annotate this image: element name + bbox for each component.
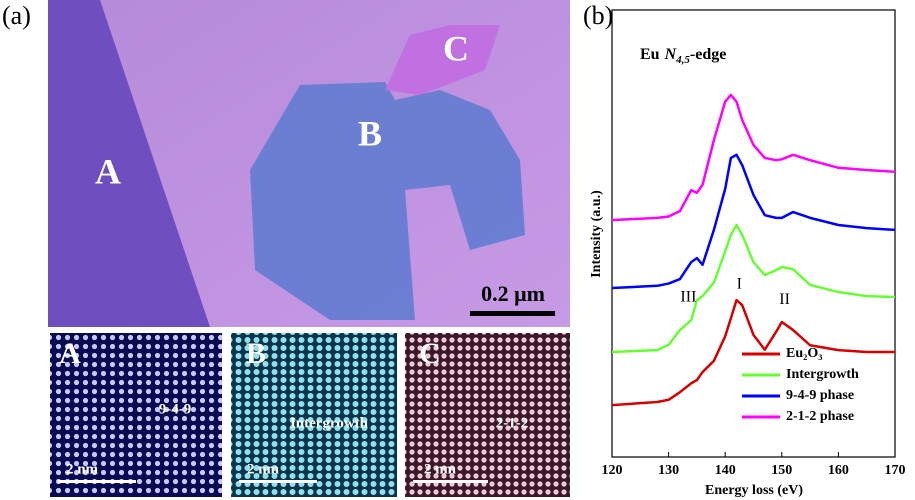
title-part: 4,5 <box>675 54 690 66</box>
x-tick-label: 120 <box>602 463 623 478</box>
legend-label: 2-1-2 phase <box>786 409 854 424</box>
peak-label: I <box>737 276 742 293</box>
peak-label: III <box>680 289 696 306</box>
x-tick-label: 140 <box>715 463 736 478</box>
x-tick-label: 170 <box>885 463 906 478</box>
inset-label: C <box>419 337 441 370</box>
inset: C 2-1-2 2 nm <box>405 333 570 497</box>
x-tick-label: 160 <box>828 463 849 478</box>
figure: (a) A B C 0.2 μm A 9-4-9 2 nm B Intergro… <box>0 0 915 500</box>
inset-label: B <box>246 337 266 370</box>
title-part: Eu <box>640 46 660 63</box>
legend-label: Intergrowth <box>786 367 859 382</box>
scale-bar <box>239 480 317 483</box>
panel-label: (a) <box>2 1 31 30</box>
x-tick-label: 150 <box>771 463 792 478</box>
x-axis-label: Energy loss (eV) <box>705 483 803 498</box>
inset-label: A <box>59 337 81 370</box>
scale-bar <box>413 480 488 483</box>
scale-bar-label: 2 nm <box>66 461 99 477</box>
region-label: A <box>95 151 121 191</box>
region-label: C <box>443 28 469 68</box>
peak-label: II <box>779 291 790 308</box>
scale-bar-label: 2 nm <box>424 461 457 477</box>
inset: B Intergrowth 2 nm <box>231 333 397 497</box>
phase-label: 9-4-9 <box>159 401 192 417</box>
title-part: -edge <box>690 46 726 63</box>
scale-bar <box>58 480 136 483</box>
spectrum-line <box>612 95 895 220</box>
legend-label: 9-4-9 phase <box>786 388 854 403</box>
spectrum-line <box>612 155 895 288</box>
inset: A 9-4-9 2 nm <box>50 333 222 497</box>
scale-bar-label: 2 nm <box>247 461 280 477</box>
scale-bar-label: 0.2 μm <box>481 281 545 306</box>
x-tick-label: 130 <box>658 463 679 478</box>
phase-label: 2-1-2 <box>496 415 529 431</box>
panel-label: (b) <box>583 1 613 30</box>
region-label: B <box>358 113 382 153</box>
y-axis-label: Intensity (a.u.) <box>589 190 604 278</box>
panel-a: (a) A B C 0.2 μm A 9-4-9 2 nm B Intergro… <box>2 0 570 497</box>
legend-label: Eu₂O₃ <box>786 346 822 361</box>
scale-bar <box>470 311 555 316</box>
phase-label: Intergrowth <box>290 415 369 431</box>
